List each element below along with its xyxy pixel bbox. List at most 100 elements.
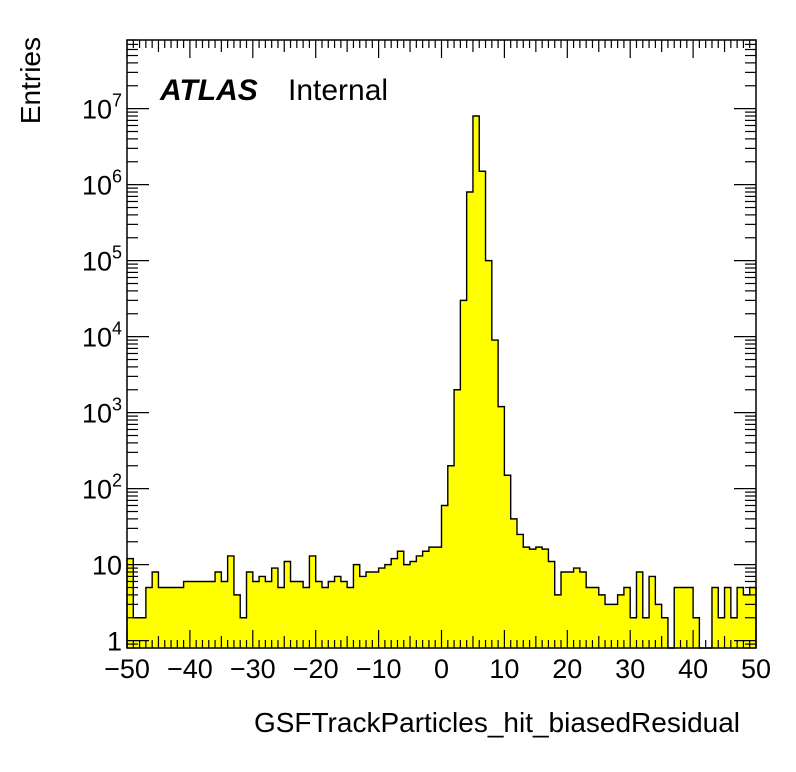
- histogram-bin: [649, 576, 656, 648]
- histogram-bin: [642, 617, 650, 648]
- histogram-bin: [221, 581, 229, 648]
- histogram-bin: [485, 260, 493, 648]
- histogram-bin: [535, 547, 543, 648]
- histogram-bin: [391, 558, 398, 648]
- y-tick-label: 105: [82, 243, 122, 277]
- histogram-bin: [573, 568, 581, 648]
- histogram-bin: [479, 171, 486, 648]
- histogram-bin: [208, 581, 216, 648]
- x-axis-title: GSFTrackParticles_hit_biasedResidual: [254, 707, 740, 738]
- x-tick-labels: −50 −40 −30 −20 −10 0 10 20 30 40 50: [104, 654, 771, 684]
- histogram-bin: [397, 551, 405, 648]
- histogram-bin: [498, 406, 505, 648]
- histogram-bin: [233, 594, 241, 648]
- histogram-bin: [384, 564, 392, 648]
- x-tick-label: −40: [167, 654, 213, 684]
- histogram-bin: [296, 581, 304, 648]
- histogram-bin: [372, 572, 379, 648]
- histogram-bin: [718, 617, 725, 648]
- histogram-bin: [428, 547, 436, 648]
- y-tick-label: 1: [107, 627, 122, 657]
- histogram-bin: [636, 572, 644, 648]
- histogram-bin: [623, 587, 631, 648]
- histogram-bin: [271, 568, 279, 648]
- histogram-bin: [542, 549, 549, 648]
- histogram-bin: [164, 587, 172, 648]
- histogram-bin: [196, 581, 203, 648]
- histogram-bin: [183, 581, 191, 648]
- x-tick-label: −30: [230, 654, 276, 684]
- histogram-bin: [504, 475, 512, 648]
- histogram-bin: [617, 594, 625, 648]
- x-tick-label: 30: [615, 654, 645, 684]
- histogram-bin: [447, 465, 455, 648]
- histogram-bin: [334, 576, 342, 648]
- histogram-bin: [592, 587, 600, 648]
- histogram-bin: [145, 587, 153, 648]
- histogram-bin: [177, 587, 185, 648]
- histogram-bin: [366, 572, 373, 648]
- histogram-bin: [516, 534, 524, 648]
- histogram-bin: [202, 581, 210, 648]
- histogram-bin: [309, 555, 317, 648]
- y-tick-label: 10: [92, 551, 122, 581]
- histogram-bin: [252, 581, 260, 648]
- histogram-bin: [259, 576, 266, 648]
- histogram-bin: [189, 581, 197, 648]
- histogram-bin: [321, 587, 329, 648]
- histogram-bins: [127, 116, 757, 648]
- histogram-bin: [730, 617, 738, 648]
- histogram-bin: [378, 568, 386, 648]
- histogram-bin: [554, 594, 562, 648]
- histogram-bin: [410, 561, 417, 648]
- histogram-bin: [158, 587, 166, 648]
- histogram-bin: [315, 581, 323, 648]
- y-tick-label: 102: [82, 471, 122, 505]
- histogram-bin: [611, 604, 619, 648]
- histogram-bin: [567, 572, 574, 648]
- histogram-bin: [686, 587, 694, 648]
- y-tick-label: 107: [82, 91, 122, 125]
- histogram-bin: [359, 576, 367, 648]
- histogram-bin: [277, 587, 285, 648]
- histogram-bin: [693, 617, 700, 648]
- x-tick-label: 40: [678, 654, 708, 684]
- histogram-bin: [353, 564, 361, 648]
- y-tick-label: 104: [82, 319, 122, 353]
- histogram-bin: [510, 518, 518, 648]
- histogram-bin: [605, 604, 612, 648]
- histogram-bin: [240, 617, 247, 648]
- histogram-bin: [472, 116, 480, 648]
- y-tick-labels: 1 10 102 103 104 105 106 107: [82, 91, 122, 657]
- histogram-bin: [630, 617, 637, 648]
- histogram-bin: [127, 558, 134, 648]
- x-tick-label: −20: [293, 654, 339, 684]
- x-tick-label: 10: [489, 654, 519, 684]
- histogram-bin: [215, 572, 222, 648]
- histogram-bin: [737, 587, 744, 648]
- y-tick-label: 103: [82, 395, 122, 429]
- histogram-bin: [529, 549, 537, 648]
- histogram-bin: [139, 617, 147, 648]
- histogram-bin: [246, 572, 254, 648]
- histogram-bin: [598, 594, 606, 648]
- histogram-bin: [422, 551, 430, 648]
- axis-ticks: [126, 39, 757, 649]
- x-tick-label: −50: [104, 654, 150, 684]
- histogram-bin: [454, 389, 461, 648]
- internal-label: Internal: [288, 74, 388, 107]
- histogram-bin: [586, 587, 593, 648]
- histogram-bin: [290, 581, 298, 648]
- histogram-bin: [265, 581, 273, 648]
- histogram-bin: [416, 555, 424, 648]
- x-tick-label: 20: [552, 654, 582, 684]
- histogram-bin: [561, 572, 568, 648]
- histogram-bin: [441, 505, 449, 648]
- histogram-bin: [284, 561, 291, 648]
- histogram-bin: [661, 617, 669, 648]
- histogram-bin: [724, 587, 732, 648]
- histogram-bin: [674, 587, 681, 648]
- histogram-bin: [460, 300, 468, 648]
- histogram-bin: [466, 192, 474, 648]
